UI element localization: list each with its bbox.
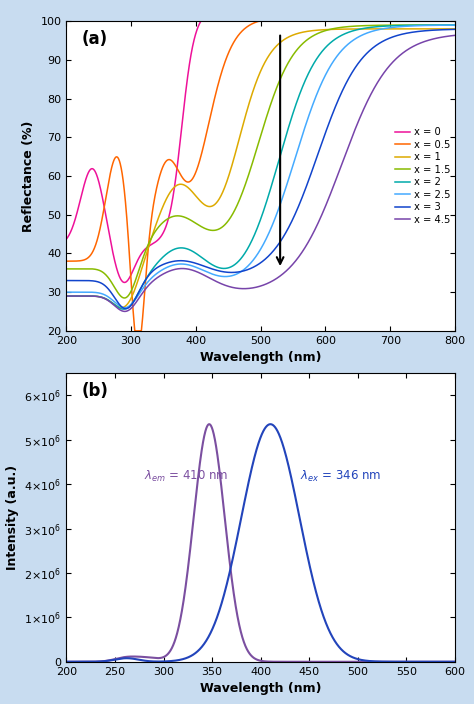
x = 3 — [253, 262, 258, 270]
x = 0.5 — [370, 17, 375, 25]
x = 4.5 — [253, 283, 258, 291]
Text: (a): (a) — [82, 30, 108, 49]
x = 4.5 — [83, 291, 89, 300]
x = 1.5 — [452, 21, 458, 30]
x = 2.5 — [64, 288, 69, 296]
x = 0 — [370, 17, 375, 25]
x = 1.5 — [441, 21, 447, 30]
x = 2.5 — [83, 288, 89, 296]
x = 1 — [242, 113, 248, 121]
X-axis label: Wavelength (nm): Wavelength (nm) — [200, 682, 321, 695]
x = 0.5 — [242, 24, 248, 32]
x = 2.5 — [253, 253, 258, 261]
x = 0 — [122, 278, 128, 287]
x = 1 — [441, 25, 447, 33]
x = 0 — [441, 17, 447, 25]
Y-axis label: Reflectance (%): Reflectance (%) — [22, 120, 35, 232]
Line: x = 2.5: x = 2.5 — [66, 25, 455, 308]
x = 0 — [441, 17, 447, 25]
Legend: x = 0, x = 0.5, x = 1, x = 1.5, x = 2, x = 2.5, x = 3, x = 4.5: x = 0, x = 0.5, x = 1, x = 1.5, x = 2, x… — [394, 127, 450, 225]
Line: x = 4.5: x = 4.5 — [66, 35, 455, 311]
x = 0.5 — [132, 327, 138, 335]
x = 4.5 — [370, 87, 375, 95]
x = 4.5 — [64, 291, 69, 300]
x = 1.5 — [253, 149, 258, 157]
x = 0 — [64, 235, 69, 244]
x = 4.5 — [242, 284, 248, 293]
Line: x = 3: x = 3 — [66, 30, 455, 308]
Line: x = 1: x = 1 — [66, 29, 455, 308]
Line: x = 0: x = 0 — [66, 21, 455, 282]
x = 3 — [370, 44, 375, 52]
x = 2.5 — [122, 303, 128, 312]
x = 1 — [370, 25, 375, 33]
x = 2 — [370, 23, 375, 32]
Text: (b): (b) — [82, 382, 109, 400]
x = 0 — [243, 17, 248, 25]
x = 0 — [452, 17, 458, 25]
x = 0 — [253, 17, 259, 25]
x = 3 — [123, 304, 128, 313]
x = 0.5 — [441, 17, 447, 25]
x = 1.5 — [370, 21, 375, 30]
x = 1.5 — [83, 265, 89, 273]
x = 1.5 — [242, 180, 248, 189]
Text: $\lambda_{ex}$ = 346 nm: $\lambda_{ex}$ = 346 nm — [300, 469, 381, 484]
x = 4.5 — [441, 32, 447, 41]
x = 3 — [64, 276, 69, 284]
x = 1 — [441, 25, 447, 33]
x = 1 — [118, 303, 124, 312]
x = 2.5 — [452, 21, 458, 30]
x = 4.5 — [122, 307, 128, 315]
x = 2 — [441, 21, 447, 30]
Line: x = 0.5: x = 0.5 — [66, 21, 455, 331]
x = 3 — [242, 266, 248, 275]
x = 3 — [441, 25, 447, 34]
x = 0.5 — [256, 17, 262, 25]
x = 2.5 — [441, 21, 447, 30]
x = 0 — [83, 174, 89, 182]
Y-axis label: Intensity (a.u.): Intensity (a.u.) — [6, 465, 19, 570]
x = 1 — [253, 80, 258, 88]
x = 1.5 — [122, 294, 128, 302]
x = 2 — [83, 291, 89, 300]
x = 0.5 — [64, 257, 69, 265]
x = 2 — [441, 21, 447, 30]
x = 2 — [121, 305, 127, 313]
x = 1 — [64, 291, 69, 300]
x = 2 — [242, 249, 248, 257]
x = 2.5 — [370, 27, 375, 35]
X-axis label: Wavelength (nm): Wavelength (nm) — [200, 351, 321, 364]
x = 2 — [64, 291, 69, 300]
x = 3 — [452, 25, 458, 34]
Line: x = 2: x = 2 — [66, 25, 455, 309]
x = 0.5 — [441, 17, 447, 25]
Text: $\lambda_{em}$ = 410 nm: $\lambda_{em}$ = 410 nm — [144, 469, 228, 484]
x = 0 — [198, 17, 204, 25]
x = 1 — [83, 291, 89, 300]
x = 0.5 — [253, 18, 258, 27]
x = 3 — [441, 25, 447, 34]
Line: x = 1.5: x = 1.5 — [66, 25, 455, 298]
x = 2 — [452, 21, 458, 30]
x = 1.5 — [64, 265, 69, 273]
x = 0.5 — [83, 255, 89, 263]
x = 3 — [83, 277, 89, 285]
x = 1.5 — [441, 21, 447, 30]
x = 2.5 — [441, 21, 447, 30]
x = 2.5 — [242, 264, 248, 272]
x = 1 — [452, 25, 458, 33]
x = 4.5 — [441, 32, 447, 41]
x = 4.5 — [452, 31, 458, 39]
x = 2 — [253, 228, 258, 237]
x = 0.5 — [452, 17, 458, 25]
